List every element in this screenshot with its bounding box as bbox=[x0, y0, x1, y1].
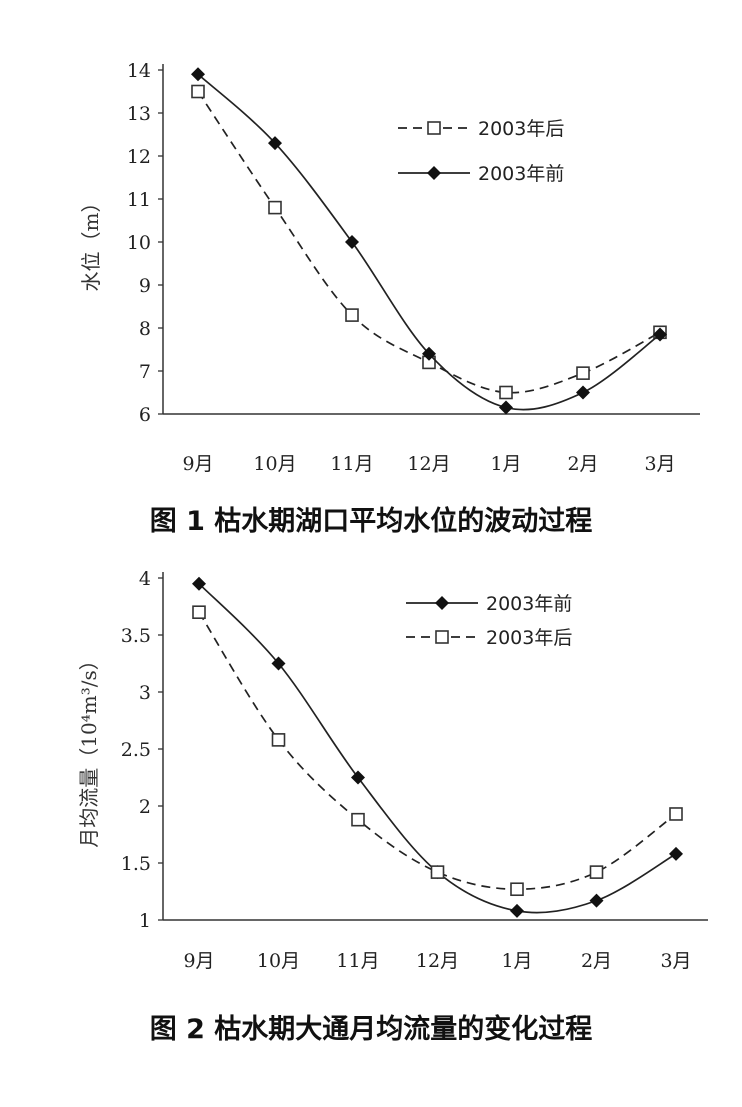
y-tick-label: 3.5 bbox=[121, 625, 151, 647]
data-point bbox=[271, 733, 286, 747]
x-tick-label: 11月 bbox=[330, 453, 373, 475]
x-tick-label: 9月 bbox=[183, 950, 214, 972]
y-tick-label: 6 bbox=[139, 404, 151, 426]
data-point bbox=[499, 400, 513, 415]
y-tick-label: 11 bbox=[127, 189, 151, 211]
data-point bbox=[351, 770, 365, 785]
x-tick-label: 3月 bbox=[660, 950, 691, 972]
data-point bbox=[589, 893, 604, 908]
caption-figure-2: 图 2 枯水期大通月均流量的变化过程 bbox=[150, 1013, 593, 1045]
data-point bbox=[192, 605, 206, 620]
data-point bbox=[499, 385, 513, 400]
x-tick-label: 11月 bbox=[336, 950, 379, 972]
x-tick-label: 12月 bbox=[416, 950, 459, 972]
legend-label: 2003年前 bbox=[486, 593, 572, 615]
y-axis-label: 水位（m） bbox=[79, 193, 103, 292]
y-tick-label: 10 bbox=[127, 232, 151, 254]
data-point bbox=[589, 865, 604, 879]
y-tick-label: 1.5 bbox=[121, 853, 151, 875]
data-point bbox=[653, 327, 667, 342]
y-tick-label: 13 bbox=[127, 103, 151, 125]
y-tick-label: 14 bbox=[127, 60, 151, 82]
data-point bbox=[268, 200, 282, 215]
legend-label: 2003年前 bbox=[478, 163, 564, 185]
data-point bbox=[191, 84, 205, 99]
legend-marker bbox=[427, 166, 441, 180]
data-point bbox=[510, 882, 524, 897]
y-tick-label: 9 bbox=[139, 275, 151, 297]
data-point bbox=[669, 807, 683, 821]
x-tick-label: 10月 bbox=[257, 950, 300, 972]
data-point bbox=[351, 812, 365, 827]
data-point bbox=[510, 903, 524, 918]
y-tick-label: 3 bbox=[139, 682, 151, 704]
data-point bbox=[345, 308, 359, 322]
chart-water-level: 6 7 8 9 10 11 12 13 14 9月 10月 11月 12月 1月 2月 3月 水位（m） 2003… bbox=[79, 60, 700, 475]
data-point bbox=[576, 366, 590, 380]
caption-figure-1: 图 1 枯水期湖口平均水位的波动过程 bbox=[150, 505, 593, 537]
x-tick-label: 3月 bbox=[644, 453, 675, 475]
y-tick-label: 4 bbox=[139, 568, 151, 590]
data-point bbox=[430, 865, 445, 879]
y-tick-label: 8 bbox=[139, 318, 151, 340]
x-tick-label: 9月 bbox=[182, 453, 213, 475]
legend-label: 2003年后 bbox=[486, 627, 572, 649]
x-tick-label: 2月 bbox=[567, 453, 598, 475]
legend-label: 2003年后 bbox=[478, 118, 564, 140]
data-point bbox=[422, 346, 436, 361]
x-tick-label: 10月 bbox=[253, 453, 296, 475]
y-tick-label: 12 bbox=[127, 146, 151, 168]
y-axis-label: 月均流量（10⁴m³/s） bbox=[77, 650, 101, 847]
y-tick-label: 7 bbox=[139, 361, 151, 383]
data-point bbox=[345, 235, 359, 249]
series-line bbox=[198, 611, 677, 891]
data-point bbox=[192, 576, 206, 591]
legend-marker bbox=[435, 630, 449, 644]
data-point bbox=[191, 67, 205, 82]
x-tick-label: 12月 bbox=[407, 453, 450, 475]
data-point bbox=[271, 656, 286, 671]
y-tick-label: 1 bbox=[139, 910, 151, 932]
data-point bbox=[669, 846, 683, 861]
y-tick-label: 2 bbox=[139, 796, 151, 818]
x-tick-label: 1月 bbox=[501, 950, 532, 972]
data-point bbox=[576, 385, 590, 400]
chart-monthly-flow: 1 1.5 2 2.5 3 3.5 4 9月 10月 11月 12月 1月 2月 3月 月均流量（10⁴m³… bbox=[77, 568, 708, 972]
y-tick-label: 2.5 bbox=[121, 739, 151, 761]
data-point bbox=[268, 136, 282, 151]
x-tick-label: 1月 bbox=[490, 453, 521, 475]
x-tick-label: 2月 bbox=[581, 950, 612, 972]
legend-marker bbox=[427, 121, 441, 135]
legend-marker bbox=[435, 596, 449, 610]
